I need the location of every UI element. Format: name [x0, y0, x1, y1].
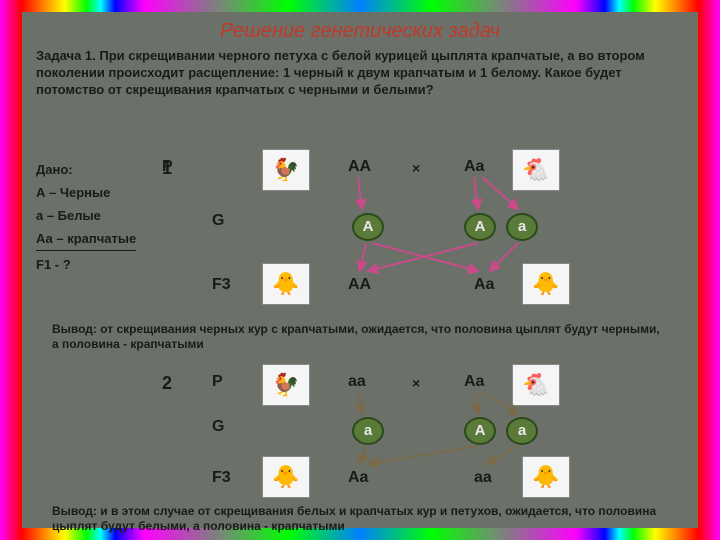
conclusion-2: Вывод: и в этом случае от скрещивания бе…	[52, 504, 662, 534]
cross1-off1: AA	[348, 275, 371, 296]
slide-title: Решение генетических задач	[36, 18, 684, 44]
cross2-p2-geno: Aa	[464, 372, 484, 393]
dano-question: F1 - ?	[36, 257, 136, 274]
chick-icon: 🐥	[522, 263, 570, 305]
cross2-gamete-0: a	[352, 417, 384, 445]
cross1-p1-geno: AA	[348, 157, 371, 178]
cross1-F3: F3	[212, 275, 231, 296]
cross1-P: P	[162, 157, 173, 178]
cross1-arrows	[162, 157, 682, 307]
chick-icon: 🐥	[262, 263, 310, 305]
given-block: Дано: А – Черные а – Белые Аа – крапчаты…	[36, 162, 136, 279]
hen-icon: 🐔	[512, 364, 560, 406]
hen-icon: 🐔	[512, 149, 560, 191]
cross2-G: G	[212, 417, 224, 438]
dano-line-2: Аа – крапчатые	[36, 231, 136, 251]
cross2-p1-geno: aa	[348, 372, 366, 393]
cross2-times: ×	[412, 374, 420, 392]
cross2-num: 2	[162, 372, 172, 395]
cross1-gamete-0: A	[352, 213, 384, 241]
cross2-off2: aa	[474, 468, 492, 489]
cross2-gamete-2: a	[506, 417, 538, 445]
problem-text: Задача 1. При скрещивании черного петуха…	[36, 48, 684, 99]
cross2-F3: F3	[212, 468, 231, 489]
cross2-gamete-1: A	[464, 417, 496, 445]
rooster-icon: 🐓	[262, 364, 310, 406]
cross1-off2: Aa	[474, 275, 494, 296]
rainbow-border: Решение генетических задач Задача 1. При…	[0, 0, 720, 540]
cross2-P: P	[212, 372, 223, 393]
cross1-p2-geno: Aa	[464, 157, 484, 178]
dano-line-0: А – Черные	[36, 185, 136, 202]
conclusion-1: Вывод: от скрещивания черных кур с крапч…	[52, 322, 662, 352]
cross1-G: G	[212, 211, 224, 232]
cross1-gamete-1: A	[464, 213, 496, 241]
chick-icon: 🐥	[262, 456, 310, 498]
cross1-gamete-2: a	[506, 213, 538, 241]
chick-icon: 🐥	[522, 456, 570, 498]
cross2-arrows	[162, 372, 682, 502]
cross1-times: ×	[412, 159, 420, 177]
slide-content: Решение генетических задач Задача 1. При…	[22, 12, 698, 528]
dano-line-1: а – Белые	[36, 208, 136, 225]
rooster-icon: 🐓	[262, 149, 310, 191]
dano-header: Дано:	[36, 162, 136, 179]
cross2-off1: Aa	[348, 468, 368, 489]
